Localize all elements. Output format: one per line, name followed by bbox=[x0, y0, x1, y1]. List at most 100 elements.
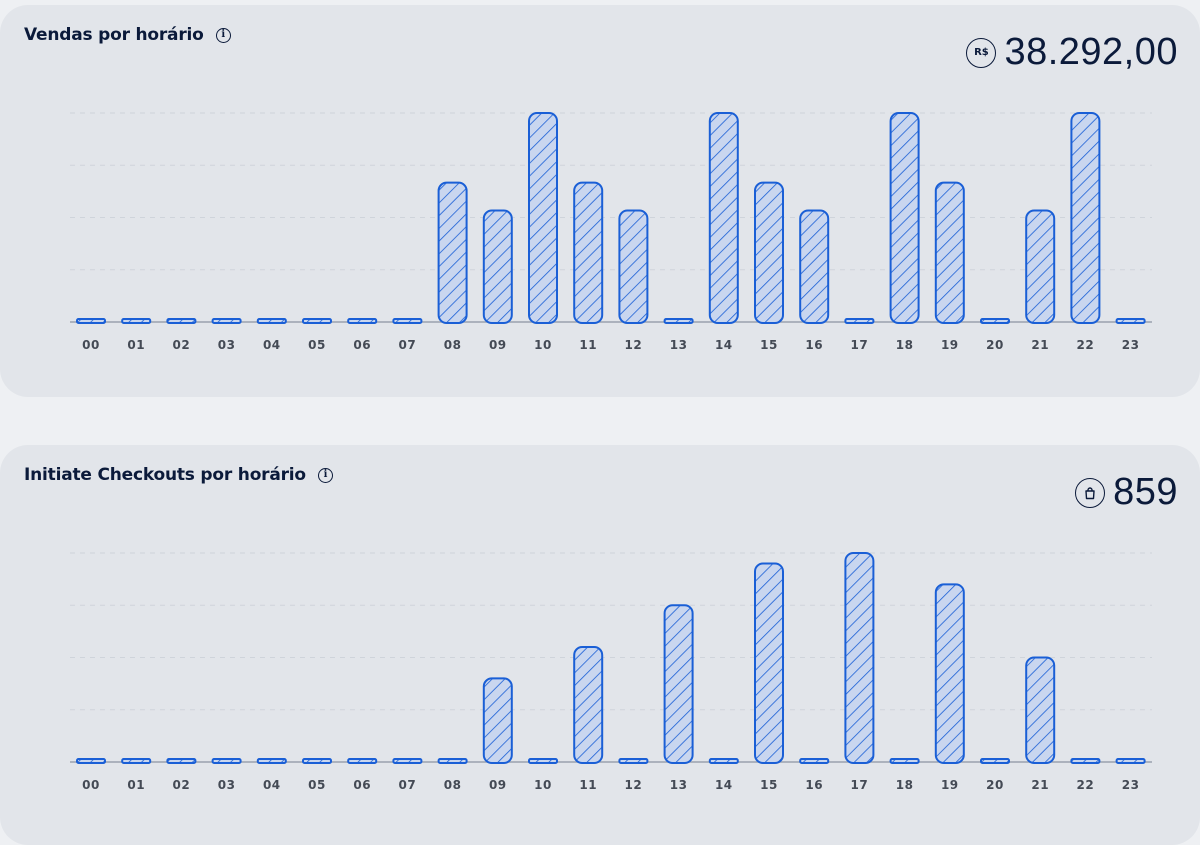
bar-21[interactable] bbox=[1025, 209, 1056, 325]
x-tick-label: 03 bbox=[218, 778, 236, 792]
checkouts-by-hour-card: Initiate Checkouts por horário i 859 00 0… bbox=[0, 445, 1200, 845]
bar-19[interactable] bbox=[934, 583, 965, 764]
x-tick-label: 06 bbox=[353, 338, 371, 352]
bar-09[interactable] bbox=[482, 209, 513, 325]
x-tick-label: 20 bbox=[986, 778, 1004, 792]
sales-card-title: Vendas por horário bbox=[24, 25, 204, 45]
sales-by-hour-chart: 00 01 02 03 04 05 06 07 08 09 10 11 12 13 14 15 16 17 18 19… bbox=[70, 112, 1152, 352]
x-tick-label: 17 bbox=[851, 778, 869, 792]
x-tick-label: 12 bbox=[625, 778, 643, 792]
x-tick-label: 01 bbox=[127, 778, 145, 792]
bar-07[interactable] bbox=[392, 758, 423, 764]
x-tick-label: 10 bbox=[534, 338, 552, 352]
bar-01[interactable] bbox=[121, 758, 152, 764]
bar-00[interactable] bbox=[76, 318, 106, 324]
x-tick-label: 10 bbox=[534, 778, 552, 792]
bar-00[interactable] bbox=[76, 758, 106, 764]
bar-21[interactable] bbox=[1025, 656, 1056, 764]
bar-10[interactable] bbox=[528, 112, 558, 324]
bar-13[interactable] bbox=[663, 604, 694, 764]
bar-15[interactable] bbox=[754, 181, 784, 324]
x-tick-label: 15 bbox=[760, 338, 778, 352]
checkouts-card-header: Initiate Checkouts por horário i bbox=[24, 465, 333, 485]
info-icon[interactable]: i bbox=[317, 467, 333, 483]
bar-22[interactable] bbox=[1070, 112, 1101, 324]
bar-15[interactable] bbox=[754, 562, 784, 764]
checkouts-total-value: 859 bbox=[1113, 471, 1178, 513]
x-tick-label: 19 bbox=[941, 778, 959, 792]
sales-total-value: 38.292,00 bbox=[1004, 31, 1178, 73]
bar-02[interactable] bbox=[166, 758, 197, 764]
bar-11[interactable] bbox=[573, 646, 604, 764]
x-tick-label: 14 bbox=[715, 338, 733, 352]
x-tick-label: 16 bbox=[805, 338, 823, 352]
bar-08[interactable] bbox=[437, 758, 468, 764]
bar-12[interactable] bbox=[618, 209, 649, 325]
bar-16[interactable] bbox=[799, 209, 830, 325]
bar-13[interactable] bbox=[663, 318, 694, 324]
currency-icon: R$ bbox=[966, 37, 997, 68]
x-tick-label: 19 bbox=[941, 338, 959, 352]
x-tick-label: 04 bbox=[263, 338, 281, 352]
bar-14[interactable] bbox=[708, 112, 739, 324]
x-tick-label: 23 bbox=[1122, 338, 1140, 352]
bar-11[interactable] bbox=[573, 181, 604, 324]
x-tick-label: 15 bbox=[760, 778, 778, 792]
bar-23[interactable] bbox=[1115, 758, 1146, 764]
x-tick-label: 07 bbox=[399, 338, 417, 352]
bar-20[interactable] bbox=[980, 758, 1010, 764]
bar-06[interactable] bbox=[347, 758, 378, 764]
x-tick-label: 05 bbox=[308, 338, 326, 352]
x-tick-label: 11 bbox=[579, 778, 597, 792]
x-tick-label: 09 bbox=[489, 338, 507, 352]
x-tick-label: 13 bbox=[670, 338, 688, 352]
bar-18[interactable] bbox=[889, 758, 920, 764]
bar-17[interactable] bbox=[844, 318, 875, 324]
x-tick-label: 08 bbox=[444, 778, 462, 792]
bar-12[interactable] bbox=[618, 758, 649, 764]
sales-by-hour-card: Vendas por horário i R$ 38.292,00 00 01 02… bbox=[0, 5, 1200, 397]
shopping-bag-icon bbox=[1075, 477, 1106, 508]
bar-01[interactable] bbox=[121, 318, 152, 324]
x-tick-label: 01 bbox=[127, 338, 145, 352]
sales-total: R$ 38.292,00 bbox=[966, 31, 1178, 74]
x-tick-label: 20 bbox=[986, 338, 1004, 352]
bar-08[interactable] bbox=[437, 181, 468, 324]
x-tick-label: 02 bbox=[173, 338, 191, 352]
info-icon[interactable]: i bbox=[215, 27, 231, 43]
x-tick-label: 05 bbox=[308, 778, 326, 792]
bar-03[interactable] bbox=[211, 318, 242, 324]
bar-22[interactable] bbox=[1070, 758, 1101, 764]
bar-04[interactable] bbox=[256, 318, 287, 324]
x-tick-label: 17 bbox=[851, 338, 869, 352]
bar-16[interactable] bbox=[799, 758, 830, 764]
checkouts-total: 859 bbox=[1075, 471, 1178, 514]
bar-03[interactable] bbox=[211, 758, 242, 764]
sales-card-header: Vendas por horário i bbox=[24, 25, 231, 45]
checkouts-card-title: Initiate Checkouts por horário bbox=[24, 465, 306, 485]
bar-06[interactable] bbox=[347, 318, 378, 324]
bar-18[interactable] bbox=[889, 112, 920, 324]
bar-02[interactable] bbox=[166, 318, 197, 324]
bar-17[interactable] bbox=[844, 552, 875, 764]
x-tick-label: 13 bbox=[670, 778, 688, 792]
bar-23[interactable] bbox=[1115, 318, 1146, 324]
bar-05[interactable] bbox=[302, 318, 332, 324]
x-tick-label: 21 bbox=[1031, 778, 1049, 792]
bar-19[interactable] bbox=[934, 181, 965, 324]
bar-10[interactable] bbox=[528, 758, 558, 764]
x-tick-label: 02 bbox=[173, 778, 191, 792]
x-tick-label: 16 bbox=[805, 778, 823, 792]
x-tick-label: 00 bbox=[82, 338, 100, 352]
x-tick-label: 07 bbox=[399, 778, 417, 792]
x-tick-label: 22 bbox=[1077, 778, 1095, 792]
x-tick-label: 09 bbox=[489, 778, 507, 792]
bar-20[interactable] bbox=[980, 318, 1010, 324]
x-tick-label: 04 bbox=[263, 778, 281, 792]
bar-07[interactable] bbox=[392, 318, 423, 324]
bar-14[interactable] bbox=[708, 758, 739, 764]
bar-04[interactable] bbox=[256, 758, 287, 764]
bar-09[interactable] bbox=[482, 677, 513, 764]
bar-05[interactable] bbox=[302, 758, 332, 764]
x-tick-label: 18 bbox=[896, 338, 914, 352]
